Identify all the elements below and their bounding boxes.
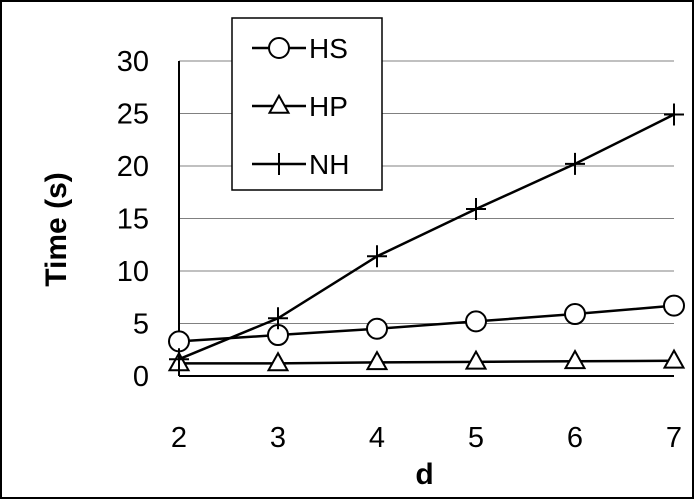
data-point-hp [269,353,288,370]
data-point-hp [467,352,486,369]
data-point-hs [367,319,387,339]
y-tick-label: 5 [133,309,149,341]
data-point-hp [665,351,684,368]
data-point-nh [268,307,288,329]
legend: HS HP NH [232,18,382,190]
y-tick-label: 15 [117,204,149,236]
data-point-nh [466,198,486,220]
x-tick-label: 3 [270,422,286,454]
data-point-hp [566,351,585,368]
y-tick-label: 25 [117,99,149,131]
data-point-nh [367,245,387,267]
y-tick-label: 0 [133,361,149,393]
data-point-hs [664,296,684,316]
y-tick-label: 10 [117,256,149,288]
tick-labels: 0 5 10 15 20 25 30 2 3 4 5 6 7 [117,46,682,454]
y-tick-label: 30 [117,46,149,78]
y-tick-label: 20 [117,151,149,183]
x-axis-title: d [415,458,433,491]
x-tick-label: 4 [369,422,385,454]
legend-label-hp: HP [309,91,348,122]
data-point-nh [565,153,585,175]
x-tick-label: 2 [171,422,187,454]
x-tick-label: 7 [666,422,682,454]
legend-label-hs: HS [309,33,348,64]
series-hp [170,351,684,371]
legend-marker-hs [269,38,289,58]
data-point-hp [368,352,387,369]
x-tick-label: 6 [567,422,583,454]
series-line-hp [179,361,674,364]
data-point-hs [466,311,486,331]
y-axis-title: Time (s) [40,172,73,286]
data-point-hs [565,304,585,324]
data-point-nh [664,104,684,126]
legend-label-nh: NH [309,149,349,180]
x-tick-label: 5 [468,422,484,454]
